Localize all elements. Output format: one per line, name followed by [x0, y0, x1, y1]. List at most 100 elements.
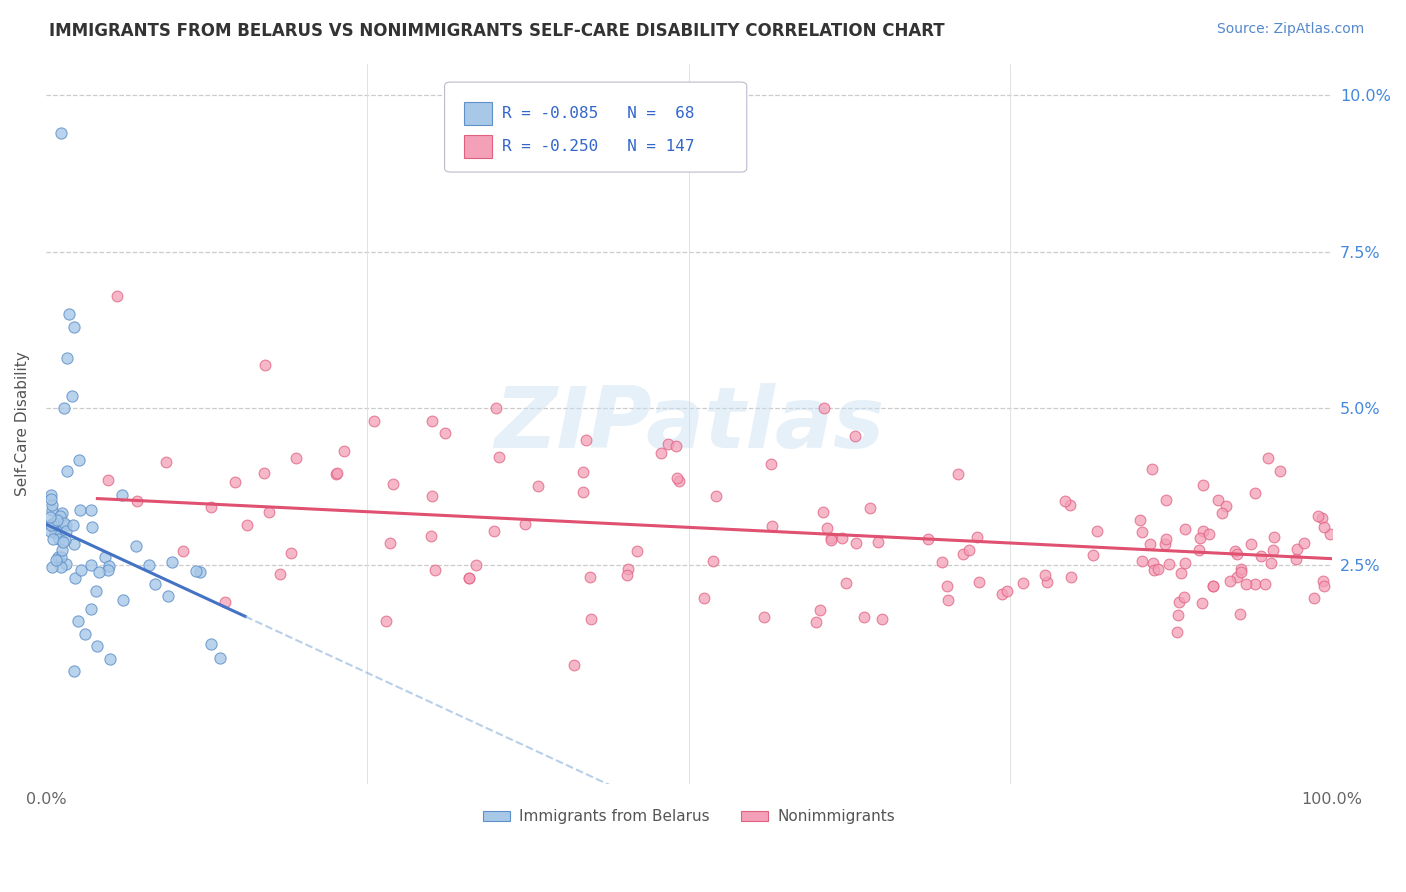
Point: [1129, 513, 1152, 527]
Point: [1012, 576, 1035, 591]
Point: [280, 546, 302, 560]
Point: [39, 491, 62, 506]
Point: [62, 518, 84, 533]
Point: [967, 574, 990, 589]
Point: [616, 568, 638, 582]
Point: [868, 535, 890, 549]
Point: [579, 612, 602, 626]
Point: [55, 524, 77, 539]
Point: [98, 652, 121, 666]
Text: R = -0.250   N = 147: R = -0.250 N = 147: [502, 139, 695, 154]
Point: [48, 509, 70, 524]
Point: [1081, 549, 1104, 563]
Point: [665, 471, 688, 485]
Point: [420, 414, 443, 428]
Point: [813, 401, 835, 415]
Point: [668, 474, 690, 488]
Point: [269, 566, 291, 581]
Point: [172, 544, 194, 558]
Point: [1188, 542, 1211, 557]
Point: [1192, 478, 1215, 492]
Point: [381, 476, 404, 491]
Point: [423, 563, 446, 577]
Point: [420, 490, 443, 504]
Point: [1130, 554, 1153, 568]
Point: [214, 595, 236, 609]
Point: [1143, 563, 1166, 577]
Point: [808, 603, 831, 617]
Point: [1059, 498, 1081, 512]
Point: [80, 520, 103, 534]
Point: [1173, 591, 1195, 605]
Point: [325, 467, 347, 482]
Point: [626, 544, 648, 558]
Point: [1229, 565, 1251, 579]
Point: [513, 517, 536, 532]
Point: [1302, 591, 1324, 605]
Text: ZIPatlas: ZIPatlas: [494, 383, 884, 466]
Point: [1167, 608, 1189, 623]
Point: [125, 539, 148, 553]
Point: [1202, 579, 1225, 593]
Point: [55, 518, 77, 533]
Point: [1174, 557, 1197, 571]
Point: [804, 615, 827, 629]
Point: [80, 601, 103, 615]
Point: [935, 579, 957, 593]
Point: [284, 451, 307, 466]
Point: [1285, 541, 1308, 556]
Point: [1054, 494, 1077, 508]
Point: [53, 516, 76, 530]
Point: [67, 615, 90, 629]
Point: [46, 513, 69, 527]
Point: [143, 576, 166, 591]
Point: [79, 503, 101, 517]
Point: [1174, 522, 1197, 536]
Point: [457, 571, 479, 585]
Point: [575, 433, 598, 447]
Point: [1033, 567, 1056, 582]
Point: [56, 464, 79, 478]
Point: [378, 536, 401, 550]
Point: [111, 488, 134, 502]
Point: [62, 537, 84, 551]
Point: [1036, 575, 1059, 590]
Point: [157, 589, 180, 603]
FancyBboxPatch shape: [444, 82, 747, 172]
Point: [1130, 525, 1153, 540]
Point: [936, 592, 959, 607]
Point: [488, 450, 510, 464]
Point: [73, 627, 96, 641]
Point: [84, 584, 107, 599]
Point: [759, 457, 782, 471]
Point: [58, 308, 80, 322]
Point: [70, 564, 93, 578]
Point: [253, 466, 276, 480]
Point: [1219, 574, 1241, 588]
Point: [1239, 537, 1261, 551]
Point: [811, 505, 834, 519]
Point: [1159, 557, 1181, 571]
Point: [1206, 493, 1229, 508]
Point: [41, 498, 63, 512]
Point: [97, 473, 120, 487]
Point: [51, 506, 73, 520]
Point: [485, 401, 508, 416]
Point: [1310, 510, 1333, 524]
Point: [42, 516, 65, 530]
Point: [98, 559, 121, 574]
Point: [917, 532, 939, 546]
Point: [527, 478, 550, 492]
Point: [1312, 574, 1334, 588]
Point: [41, 519, 63, 533]
Point: [820, 533, 842, 548]
Point: [1226, 547, 1249, 561]
Point: [86, 640, 108, 654]
Point: [97, 563, 120, 577]
Point: [931, 555, 953, 569]
Point: [835, 575, 858, 590]
Point: [53, 401, 76, 416]
Point: [51, 559, 73, 574]
Point: [948, 467, 970, 482]
Point: [138, 558, 160, 572]
